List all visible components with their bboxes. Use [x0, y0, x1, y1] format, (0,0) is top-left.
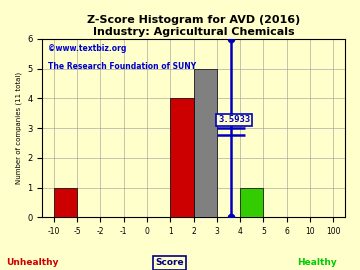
Title: Z-Score Histogram for AVD (2016)
Industry: Agricultural Chemicals: Z-Score Histogram for AVD (2016) Industr… — [87, 15, 300, 37]
Text: Healthy: Healthy — [297, 258, 337, 267]
Bar — [194, 69, 217, 217]
Text: 3.5933: 3.5933 — [218, 116, 250, 124]
Text: The Research Foundation of SUNY: The Research Foundation of SUNY — [48, 62, 196, 71]
Text: ©www.textbiz.org: ©www.textbiz.org — [48, 44, 127, 53]
Text: Unhealthy: Unhealthy — [6, 258, 59, 267]
Bar — [54, 188, 77, 217]
Bar — [240, 188, 264, 217]
Text: Score: Score — [155, 258, 184, 267]
Bar — [170, 98, 194, 217]
Y-axis label: Number of companies (11 total): Number of companies (11 total) — [15, 72, 22, 184]
